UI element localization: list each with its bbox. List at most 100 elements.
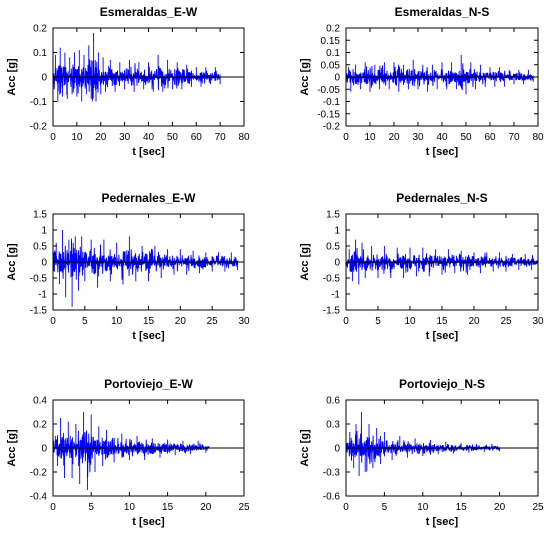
x-tick-label: 0 bbox=[50, 502, 56, 513]
y-axis-label: Acc [g] bbox=[299, 58, 311, 96]
x-tick-label: 80 bbox=[532, 132, 544, 143]
chart-esmeraldas-n-s: Esmeraldas_N-S 0 10 20 30 40 50 60 70 80 -0.2 -0.15… bbox=[299, 5, 544, 158]
x-tick-label: 15 bbox=[456, 502, 468, 513]
y-axis-label: Acc [g] bbox=[6, 429, 18, 467]
x-axis-label: t [sec] bbox=[132, 330, 165, 342]
x-tick-label: 10 bbox=[71, 132, 83, 143]
x-tick-label: 20 bbox=[468, 316, 480, 327]
x-tick-label: 20 bbox=[95, 132, 107, 143]
x-tick-label: 20 bbox=[494, 502, 506, 513]
x-tick-label: 5 bbox=[375, 316, 381, 327]
x-tick-label: 10 bbox=[417, 502, 429, 513]
chart-title: Pedernales_E-W bbox=[101, 191, 196, 205]
y-tick-label: -0.2 bbox=[323, 122, 341, 133]
y-tick-label: -1 bbox=[38, 290, 47, 301]
y-tick-label: -0.05 bbox=[317, 85, 340, 96]
x-tick-label: 30 bbox=[119, 132, 131, 143]
y-tick-label: -0.2 bbox=[30, 468, 48, 479]
y-tick-label: 1 bbox=[334, 226, 340, 237]
y-tick-label: 0.2 bbox=[33, 24, 47, 35]
x-axis-label: t [sec] bbox=[132, 146, 165, 158]
y-tick-label: 1.5 bbox=[326, 210, 340, 221]
acceleration-trace bbox=[53, 412, 210, 490]
chart-pedernales-e-w: Pedernales_E-W 0 5 10 15 20 25 30 -1.5 -1 -0.5 0 0.5… bbox=[6, 191, 250, 342]
y-axis-label: Acc [g] bbox=[6, 58, 18, 96]
y-tick-label: 0.1 bbox=[326, 48, 340, 59]
x-tick-label: 0 bbox=[343, 316, 349, 327]
x-tick-label: 40 bbox=[143, 132, 155, 143]
acceleration-trace bbox=[53, 32, 221, 102]
y-tick-label: -1 bbox=[331, 290, 340, 301]
x-axis-label: t [sec] bbox=[132, 516, 165, 528]
y-tick-label: 0.05 bbox=[321, 60, 341, 71]
x-tick-label: 15 bbox=[436, 316, 448, 327]
y-tick-label: -1.5 bbox=[30, 306, 48, 317]
y-tick-label: 0.3 bbox=[326, 420, 340, 431]
y-tick-label: 0 bbox=[334, 444, 340, 455]
y-tick-label: 0 bbox=[334, 258, 340, 269]
y-tick-label: -0.1 bbox=[30, 97, 48, 108]
x-tick-label: 30 bbox=[238, 316, 250, 327]
x-tick-label: 20 bbox=[200, 502, 212, 513]
x-tick-label: 10 bbox=[111, 316, 123, 327]
y-tick-label: 0.1 bbox=[33, 48, 47, 59]
x-tick-label: 25 bbox=[532, 502, 544, 513]
x-tick-label: 0 bbox=[50, 132, 56, 143]
y-tick-label: 0.15 bbox=[321, 36, 341, 47]
x-tick-label: 60 bbox=[484, 132, 496, 143]
x-tick-label: 10 bbox=[364, 132, 376, 143]
x-tick-label: 25 bbox=[207, 316, 219, 327]
chart-title: Esmeraldas_N-S bbox=[395, 5, 490, 19]
y-tick-label: 1 bbox=[41, 226, 47, 237]
y-tick-label: 0 bbox=[41, 444, 47, 455]
acceleration-trace bbox=[53, 230, 239, 307]
x-axis-label: t [sec] bbox=[426, 516, 459, 528]
x-tick-label: 30 bbox=[412, 132, 424, 143]
x-tick-label: 60 bbox=[191, 132, 203, 143]
y-tick-label: 0 bbox=[41, 73, 47, 84]
y-axis-label: Acc [g] bbox=[299, 243, 311, 281]
chart-title: Pedernales_N-S bbox=[396, 191, 487, 205]
y-tick-label: 0.5 bbox=[326, 242, 340, 253]
y-tick-label: -1.5 bbox=[323, 306, 341, 317]
x-tick-label: 50 bbox=[460, 132, 472, 143]
chart-portoviejo-e-w: Portoviejo_E-W 0 5 10 15 20 25 -0.4 -0.2 0 0.2 0.4 t… bbox=[6, 377, 250, 528]
x-axis-label: t [sec] bbox=[426, 330, 459, 342]
y-tick-label: -0.4 bbox=[30, 492, 48, 503]
x-axis-label: t [sec] bbox=[426, 146, 459, 158]
y-tick-label: -0.2 bbox=[30, 122, 48, 133]
chart-title: Portoviejo_E-W bbox=[104, 377, 193, 391]
y-tick-label: 0 bbox=[41, 258, 47, 269]
chart-title: Portoviejo_N-S bbox=[399, 377, 485, 391]
x-tick-label: 70 bbox=[215, 132, 227, 143]
y-tick-label: 0.2 bbox=[33, 420, 47, 431]
x-tick-label: 70 bbox=[508, 132, 520, 143]
acceleration-trace bbox=[346, 412, 501, 476]
chart-title: Esmeraldas_E-W bbox=[100, 5, 198, 19]
y-tick-label: -0.3 bbox=[323, 468, 341, 479]
y-tick-label: 0.6 bbox=[326, 396, 340, 407]
x-tick-label: 5 bbox=[82, 316, 88, 327]
x-tick-label: 0 bbox=[343, 132, 349, 143]
x-tick-label: 10 bbox=[404, 316, 416, 327]
x-tick-label: 0 bbox=[343, 502, 349, 513]
y-tick-label: -0.5 bbox=[323, 274, 341, 285]
x-tick-label: 25 bbox=[238, 502, 250, 513]
x-tick-label: 30 bbox=[532, 316, 544, 327]
y-axis-label: Acc [g] bbox=[6, 243, 18, 281]
x-tick-label: 15 bbox=[162, 502, 174, 513]
x-tick-label: 50 bbox=[167, 132, 179, 143]
x-tick-label: 5 bbox=[382, 502, 388, 513]
x-tick-label: 5 bbox=[88, 502, 94, 513]
y-tick-label: 0.4 bbox=[33, 396, 47, 407]
y-tick-label: 0.2 bbox=[326, 24, 340, 35]
y-tick-label: 0 bbox=[334, 73, 340, 84]
x-tick-label: 20 bbox=[388, 132, 400, 143]
y-tick-label: 1.5 bbox=[33, 210, 47, 221]
x-tick-label: 80 bbox=[238, 132, 250, 143]
y-axis-label: Acc [g] bbox=[299, 429, 311, 467]
y-tick-label: -0.5 bbox=[30, 274, 48, 285]
y-tick-label: 0.5 bbox=[33, 242, 47, 253]
x-tick-label: 20 bbox=[175, 316, 187, 327]
